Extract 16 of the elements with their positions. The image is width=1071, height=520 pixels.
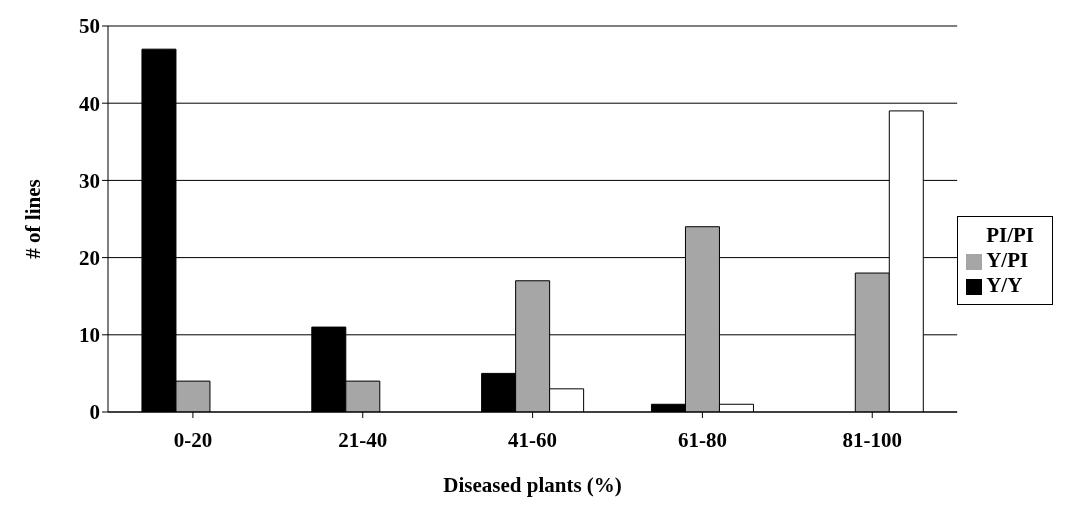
x-axis-title: Diseased plants (%) <box>443 473 622 497</box>
text: PI/PI <box>986 222 1034 247</box>
y-tick-label: 40 <box>79 91 100 116</box>
y-tick-label: 10 <box>79 323 100 348</box>
x-tick-label: 0-20 <box>173 427 213 452</box>
y-tick-label: 30 <box>79 168 100 193</box>
x-tick-label: 81-100 <box>842 427 902 452</box>
y-axis-title: # of lines <box>21 179 46 259</box>
legend-label: Y/Y <box>986 272 1023 297</box>
y-tick-label: 50 <box>79 14 100 39</box>
x-tick-label: 21-40 <box>338 427 388 452</box>
x-tick-label: 61-80 <box>677 427 727 452</box>
y-tick-label: 20 <box>79 246 100 271</box>
legend-label: Y/PI <box>986 247 1029 272</box>
y-tick-label: 0 <box>89 400 100 425</box>
x-tick-label: 41-60 <box>508 427 558 452</box>
